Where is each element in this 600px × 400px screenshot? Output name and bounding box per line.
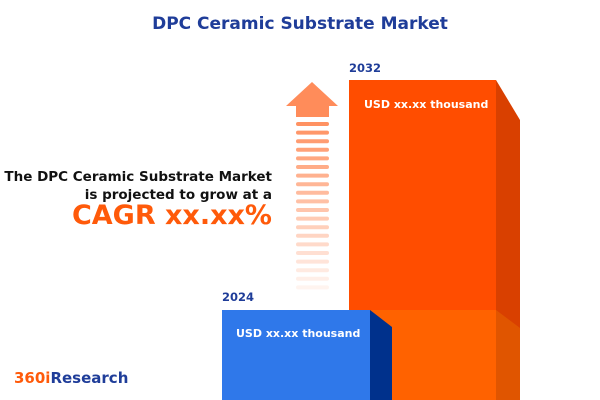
year-label-2024: 2024 — [222, 290, 255, 304]
description-line-1: The DPC Ceramic Substrate Market — [4, 169, 272, 185]
arrow-stripe — [296, 165, 329, 169]
page-title: DPC Ceramic Substrate Market — [152, 14, 448, 34]
arrow-stripe — [296, 225, 329, 230]
description-line-2: is projected to grow at a — [84, 187, 272, 203]
arrow-stripe — [296, 259, 329, 264]
arrow-stripe — [296, 139, 329, 144]
cagr-value: CAGR xx.xx% — [71, 200, 272, 231]
logo-part-1: 360i — [14, 369, 51, 387]
arrow-stripe — [296, 156, 329, 161]
bar-2032-value-label: USD xx.xx thousand — [364, 98, 489, 111]
description: The DPC Ceramic Substrate Market is proj… — [4, 168, 272, 204]
logo-part-2: Research — [50, 369, 129, 387]
arrow-stripe — [296, 190, 329, 195]
up-arrow-icon — [286, 82, 338, 290]
bar-2024 — [222, 310, 392, 400]
arrow-stripe — [296, 182, 329, 187]
arrow-stripe — [296, 233, 329, 238]
arrow-stripe — [296, 130, 329, 135]
arrow-stripe — [296, 285, 329, 290]
arrow-stripe — [296, 208, 329, 212]
bar-2024-value-label: USD xx.xx thousand — [236, 327, 361, 340]
arrow-stripe — [296, 147, 329, 152]
arrow-stripe — [296, 199, 329, 204]
logo: 360iResearch — [14, 369, 128, 387]
arrow-stripe — [296, 122, 329, 126]
arrow-stripe — [296, 242, 329, 247]
arrow-stripe — [296, 216, 329, 221]
arrow-stripe — [296, 251, 329, 255]
year-label-2032: 2032 — [349, 61, 382, 75]
arrow-stripe — [296, 268, 329, 273]
arrow-stripe — [296, 276, 329, 281]
arrow-stripe — [296, 173, 329, 178]
